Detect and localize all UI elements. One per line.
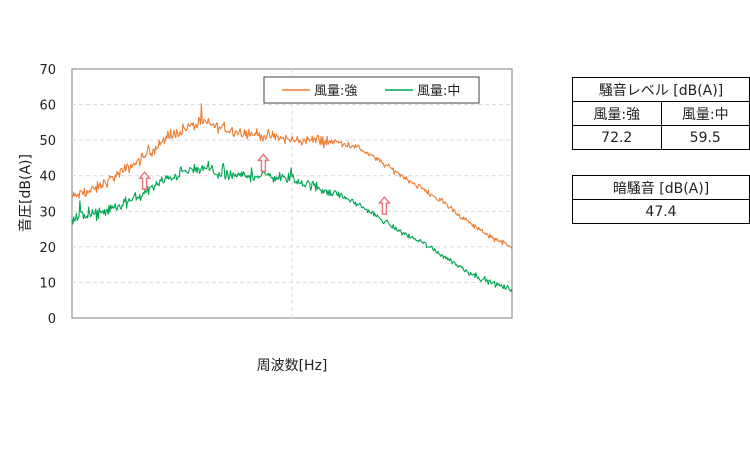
legend-label-strong: 風量:強 xyxy=(314,84,357,99)
annotation-arrow-up xyxy=(256,153,270,173)
noise-level-header: 騒音レベル [dB(A)] xyxy=(572,77,750,102)
noise-value-strong: 72.2 xyxy=(572,125,662,150)
series-line-medium xyxy=(71,160,513,292)
noise-value-medium: 59.5 xyxy=(660,125,750,150)
y-tick-label: 50 xyxy=(39,134,56,149)
y-tick-label: 70 xyxy=(39,63,56,78)
y-tick-label: 10 xyxy=(39,276,56,291)
background-noise-header: 暗騒音 [dB(A)] xyxy=(572,175,750,200)
y-axis-label: 音圧[dB(A)] xyxy=(17,154,34,232)
plot-area xyxy=(71,68,513,319)
noise-level-table: 騒音レベル [dB(A)] 風量:強 風量:中 72.2 59.5 xyxy=(572,77,750,150)
y-tick-label: 40 xyxy=(39,170,56,185)
y-tick-label: 60 xyxy=(39,99,56,114)
y-tick-label: 20 xyxy=(39,241,56,256)
y-tick-label: 30 xyxy=(39,205,56,220)
x-axis-label: 周波数[Hz] xyxy=(257,358,328,374)
legend-label-medium: 風量:中 xyxy=(417,84,460,99)
legend: 風量:強 風量:中 xyxy=(263,76,480,104)
background-noise-value: 47.4 xyxy=(572,199,750,224)
noise-spectrum-chart: 0 10 20 30 40 50 60 70 音圧[dB(A)] 周波数[Hz] 風量:強 風… xyxy=(17,63,513,374)
noise-col-strong: 風量:強 xyxy=(572,101,662,126)
annotation-arrow-up xyxy=(377,195,391,215)
noise-col-medium: 風量:中 xyxy=(660,101,750,126)
series-line-strong xyxy=(72,103,513,250)
background-noise-table: 暗騒音 [dB(A)] 47.4 xyxy=(572,175,750,224)
y-tick-label: 0 xyxy=(48,312,56,327)
annotation-arrow-up xyxy=(138,171,152,190)
